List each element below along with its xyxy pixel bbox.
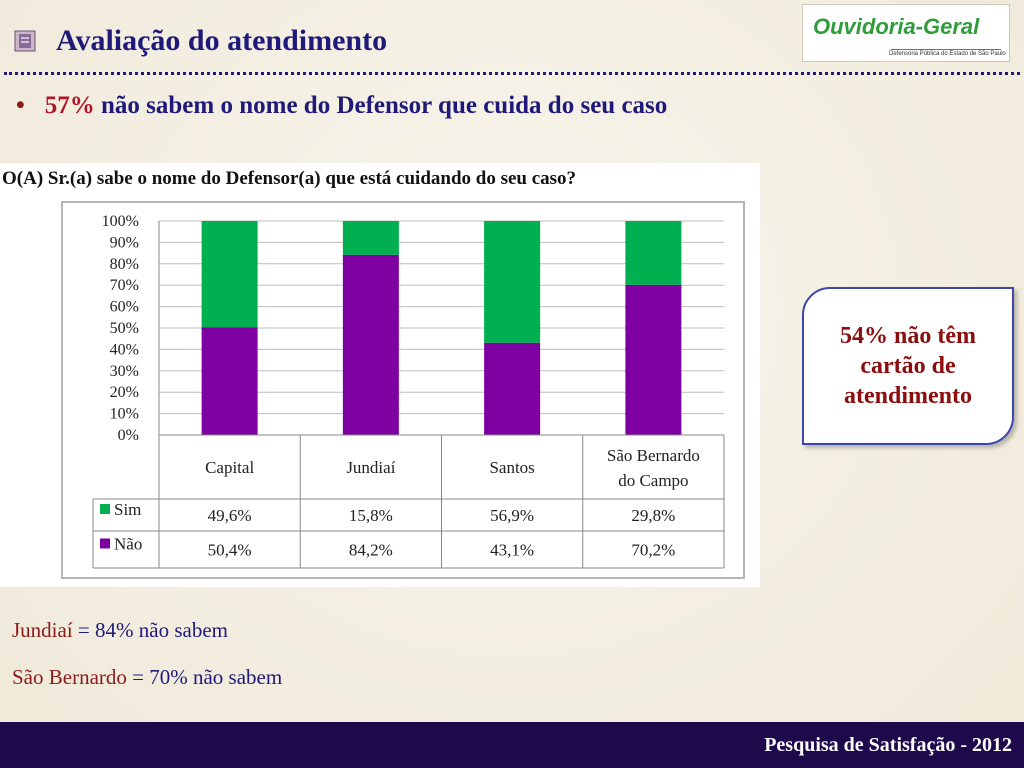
data-label: 43,1% — [490, 541, 534, 560]
y-tick-label: 80% — [110, 256, 139, 273]
note-jundiai: Jundiaí = 84% não sabem — [12, 618, 228, 643]
bar-sim — [201, 221, 258, 328]
note-label: São Bernardo — [12, 665, 127, 689]
logo-text: Ouvidoria-Geral — [813, 14, 980, 39]
note-value: = 70% não sabem — [126, 665, 283, 689]
y-tick-label: 90% — [110, 234, 139, 251]
x-tick-label: São Bernardo — [607, 446, 700, 465]
y-tick-label: 60% — [110, 299, 139, 316]
footer-text: Pesquisa de Satisfação - 2012 — [764, 734, 1012, 756]
bar-não — [484, 342, 541, 435]
chart-title: O(A) Sr.(a) sabe o nome do Defensor(a) q… — [2, 168, 577, 189]
data-label: 84,2% — [349, 541, 393, 560]
y-tick-label: 40% — [110, 341, 139, 358]
headline-text: não sabem o nome do Defensor que cuida d… — [94, 92, 668, 119]
bar-sim — [484, 221, 541, 343]
bar-não — [201, 327, 258, 435]
logo-rule — [891, 49, 1001, 50]
y-tick-label: 20% — [110, 384, 139, 401]
bar-não — [625, 284, 682, 435]
legend-label: Não — [114, 535, 142, 554]
y-tick-label: 50% — [110, 320, 139, 337]
bar-sim — [342, 221, 399, 255]
data-label: 15,8% — [349, 506, 393, 525]
x-tick-label: do Campo — [618, 471, 688, 490]
logo-subtext: Defensoria Pública do Estado de São Paul… — [889, 51, 1006, 57]
headline-bullet: • 57% não sabem o nome do Defensor que cu… — [16, 92, 667, 120]
title-divider — [4, 72, 1020, 75]
x-tick-label: Jundiaí — [346, 458, 395, 477]
data-label: 50,4% — [208, 541, 252, 560]
legend-swatch-não — [100, 538, 110, 549]
data-label: 49,6% — [208, 506, 252, 525]
ouvidoria-logo: Ouvidoria-Geral Defensoria Pública do Es… — [802, 4, 1010, 62]
data-label: 56,9% — [490, 506, 534, 525]
bar-não — [342, 254, 399, 435]
title-bar: Avaliação do atendimento — [0, 0, 1024, 74]
note-value: = 84% não sabem — [72, 618, 228, 642]
bar-sim — [625, 221, 682, 285]
note-sao-bernardo: São Bernardo = 70% não sabem — [12, 665, 282, 690]
legend-label: Sim — [114, 500, 141, 519]
chart-container: O(A) Sr.(a) sabe o nome do Defensor(a) q… — [0, 163, 760, 587]
page-title: Avaliação do atendimento — [56, 24, 388, 57]
y-tick-label: 70% — [110, 277, 139, 294]
callout-text: 54% não têm cartão de atendimento — [840, 323, 976, 409]
callout-box: 54% não têm cartão de atendimento — [802, 287, 1014, 445]
data-label: 29,8% — [631, 506, 675, 525]
x-tick-label: Santos — [489, 458, 534, 477]
footer-bar: Pesquisa de Satisfação - 2012 — [0, 722, 1024, 768]
y-tick-label: 0% — [118, 427, 139, 444]
y-tick-label: 100% — [102, 213, 139, 230]
data-label: 70,2% — [631, 541, 675, 560]
note-label: Jundiaí — [12, 618, 73, 642]
y-tick-label: 10% — [110, 406, 139, 423]
headline-percent: 57% — [44, 92, 95, 119]
chart-frame — [61, 201, 745, 579]
y-tick-label: 30% — [110, 363, 139, 380]
stacked-bar-chart: 0% 10% 20% 30% 40% 50% 60% 70% 80% 90% 100% Capital… — [92, 213, 725, 569]
x-tick-label: Capital — [205, 458, 254, 477]
slide-bullet-icon — [14, 30, 36, 52]
bullet-dot-icon: • — [16, 92, 25, 119]
legend-swatch-sim — [100, 504, 110, 514]
